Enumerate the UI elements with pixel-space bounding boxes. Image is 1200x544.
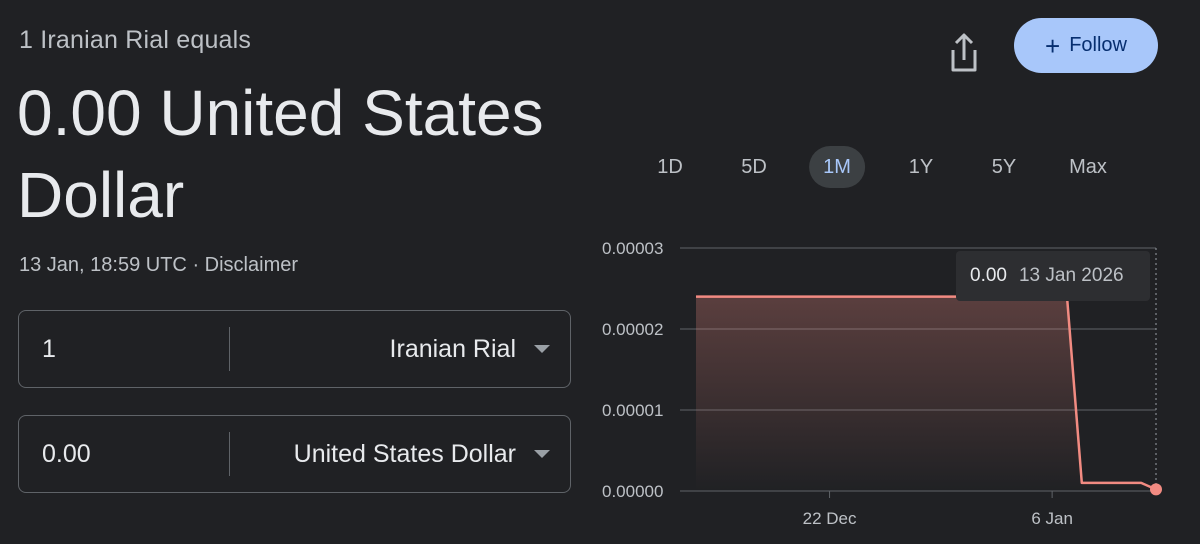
y-tick-label: 0.00003 (602, 239, 663, 258)
series-line (696, 295, 1157, 491)
range-tabs: 1D 5D 1M 1Y 5Y Max (630, 146, 1170, 190)
y-tick-label: 0.00001 (602, 401, 663, 420)
y-tick-label: 0.00000 (602, 482, 663, 501)
to-currency-select[interactable]: United States Dollar (240, 416, 570, 492)
tab-1d[interactable]: 1D (657, 155, 683, 178)
row-divider (229, 432, 230, 476)
to-amount-input[interactable] (19, 416, 229, 492)
follow-label: Follow (1069, 34, 1127, 56)
share-button[interactable] (944, 30, 984, 76)
exchange-rate-chart[interactable]: 0.00003 0.00002 0.00001 0.00000 22 Dec 6 Jan (590, 225, 1170, 535)
series-area-fill (696, 296, 1156, 491)
follow-button[interactable]: + Follow (1014, 18, 1158, 73)
timestamp-line: 13 Jan, 18:59 UTC · Disclaimer (19, 254, 298, 277)
tab-max[interactable]: Max (1069, 155, 1107, 178)
conversion-subtitle: 1 Iranian Rial equals (19, 26, 252, 54)
x-tick-label: 6 Jan (1031, 509, 1073, 528)
to-currency-label: United States Dollar (293, 439, 516, 468)
tab-5d[interactable]: 5D (741, 155, 767, 178)
row-divider (229, 327, 230, 371)
disclaimer-link[interactable]: Disclaimer (204, 254, 299, 276)
from-currency-select[interactable]: Iranian Rial (240, 311, 570, 387)
chevron-down-icon (534, 345, 550, 353)
tooltip-value: 0.00 (970, 265, 1007, 286)
highlighted-point-marker (1150, 483, 1162, 496)
from-currency-row: Iranian Rial (18, 310, 571, 388)
from-amount-input[interactable] (19, 311, 229, 387)
from-currency-label: Iranian Rial (389, 334, 516, 363)
plus-icon: + (1045, 30, 1061, 61)
meta-separator: · (192, 254, 200, 276)
conversion-result: 0.00 United States Dollar (17, 77, 544, 231)
y-tick-label: 0.00002 (602, 320, 663, 339)
to-currency-row: United States Dollar (18, 415, 571, 493)
x-tick-label: 22 Dec (803, 509, 857, 528)
chart-tooltip: 0.00 13 Jan 2026 (956, 251, 1150, 301)
timestamp: 13 Jan, 18:59 UTC (19, 254, 187, 276)
tab-1y[interactable]: 1Y (908, 155, 934, 178)
chevron-down-icon (534, 450, 550, 458)
tab-5y[interactable]: 5Y (991, 155, 1017, 178)
converter-panel: 1 Iranian Rial equals 0.00 United States… (17, 26, 571, 493)
tab-1m[interactable]: 1M (809, 146, 865, 188)
tooltip-date: 13 Jan 2026 (1018, 265, 1124, 286)
share-icon (951, 33, 977, 72)
